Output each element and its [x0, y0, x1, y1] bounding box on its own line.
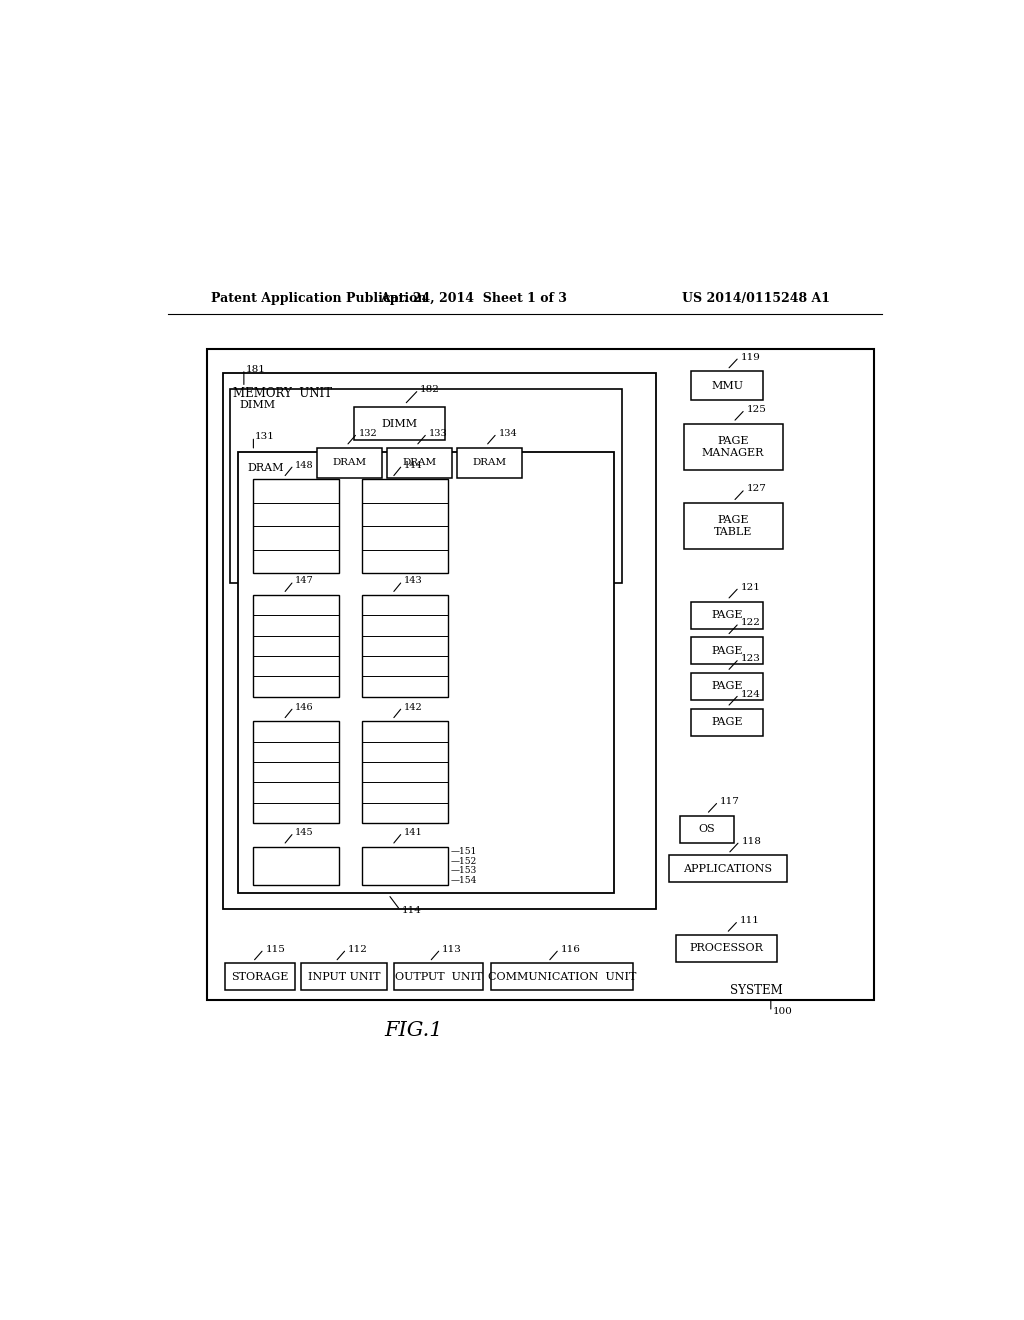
Text: SYSTEM: SYSTEM [730, 983, 782, 997]
Text: 132: 132 [358, 429, 378, 438]
Text: DRAM: DRAM [247, 463, 284, 474]
Text: APPLICATIONS: APPLICATIONS [683, 865, 772, 874]
Text: 146: 146 [295, 702, 314, 711]
Text: Apr. 24, 2014  Sheet 1 of 3: Apr. 24, 2014 Sheet 1 of 3 [380, 292, 566, 305]
Bar [492, 964, 633, 990]
Bar [691, 602, 763, 628]
Text: 117: 117 [720, 797, 740, 807]
Text: PAGE: PAGE [712, 717, 743, 727]
Text: US 2014/0115248 A1: US 2014/0115248 A1 [682, 292, 830, 305]
Bar [394, 964, 482, 990]
Bar [207, 350, 874, 1001]
Bar [316, 447, 382, 478]
Text: 142: 142 [404, 702, 423, 711]
Text: 148: 148 [295, 461, 314, 470]
Text: 144: 144 [404, 461, 423, 470]
Bar [253, 721, 339, 822]
Text: Patent Application Publication: Patent Application Publication [211, 292, 427, 305]
Bar [387, 447, 452, 478]
Bar [362, 846, 447, 884]
Bar [691, 673, 763, 700]
Bar [238, 453, 614, 892]
Text: 124: 124 [740, 690, 761, 698]
Text: 133: 133 [429, 429, 447, 438]
Bar [680, 816, 733, 842]
Text: 141: 141 [404, 828, 423, 837]
Bar [223, 374, 655, 908]
Text: PAGE
MANAGER: PAGE MANAGER [701, 436, 764, 458]
Text: 114: 114 [401, 906, 422, 915]
Text: DRAM: DRAM [472, 458, 506, 467]
Text: —153: —153 [451, 866, 477, 875]
Bar [225, 964, 295, 990]
Text: FIG.1: FIG.1 [384, 1020, 443, 1040]
Text: PAGE: PAGE [712, 610, 743, 620]
Bar [684, 503, 782, 549]
Text: 182: 182 [420, 385, 440, 395]
Bar [691, 371, 763, 400]
Text: STORAGE: STORAGE [231, 972, 289, 982]
Text: PAGE
TABLE: PAGE TABLE [714, 515, 753, 537]
Text: 115: 115 [265, 945, 286, 953]
Bar [253, 595, 339, 697]
Text: PAGE: PAGE [712, 645, 743, 656]
Text: 125: 125 [746, 405, 767, 414]
Text: 121: 121 [740, 582, 761, 591]
Text: 134: 134 [499, 429, 517, 438]
Text: —154: —154 [451, 875, 477, 884]
Bar [670, 855, 786, 883]
Text: 147: 147 [295, 577, 314, 585]
Text: 181: 181 [246, 364, 265, 374]
Text: OUTPUT  UNIT: OUTPUT UNIT [394, 972, 482, 982]
Text: —152: —152 [451, 857, 477, 866]
Text: DRAM: DRAM [333, 458, 367, 467]
Text: 145: 145 [295, 828, 314, 837]
Text: 119: 119 [740, 352, 761, 362]
Bar [253, 846, 339, 884]
Text: INPUT UNIT: INPUT UNIT [307, 972, 380, 982]
Bar [457, 447, 521, 478]
Text: DIMM: DIMM [240, 400, 275, 411]
Text: 116: 116 [561, 945, 581, 953]
Text: 143: 143 [404, 577, 423, 585]
Text: 118: 118 [741, 837, 761, 846]
Text: DIMM: DIMM [382, 418, 418, 429]
Text: PAGE: PAGE [712, 681, 743, 692]
Bar [676, 935, 777, 962]
Bar [354, 407, 445, 441]
Text: MMU: MMU [711, 380, 743, 391]
Bar [229, 389, 623, 583]
Text: PROCESSOR: PROCESSOR [689, 944, 763, 953]
Bar [691, 638, 763, 664]
Text: 127: 127 [746, 484, 767, 494]
Bar [362, 721, 447, 822]
Text: 100: 100 [772, 1007, 793, 1016]
Bar [362, 479, 447, 573]
Text: OS: OS [698, 824, 715, 834]
Bar [362, 595, 447, 697]
Text: COMMUNICATION  UNIT: COMMUNICATION UNIT [487, 972, 636, 982]
Text: DRAM: DRAM [402, 458, 436, 467]
Text: 112: 112 [348, 945, 368, 953]
Bar [253, 479, 339, 573]
Bar [301, 964, 387, 990]
Text: 113: 113 [442, 945, 462, 953]
Text: 123: 123 [740, 655, 761, 663]
Text: —151: —151 [451, 847, 477, 855]
Bar [684, 424, 782, 470]
Bar [691, 709, 763, 735]
Text: MEMORY  UNIT: MEMORY UNIT [232, 387, 332, 400]
Text: 131: 131 [255, 432, 274, 441]
Text: 122: 122 [740, 619, 761, 627]
Text: 111: 111 [740, 916, 760, 925]
